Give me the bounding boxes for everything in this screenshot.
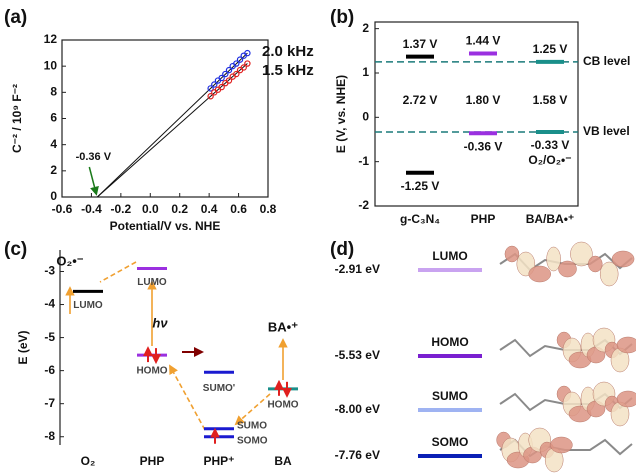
y-tick-label: -4 bbox=[44, 297, 55, 311]
y-tick-label: 0 bbox=[362, 109, 369, 123]
x-tick-label: -0.4 bbox=[81, 202, 102, 216]
legend-label: 1.5 kHz bbox=[262, 62, 314, 79]
level-label: 1.44 V bbox=[466, 34, 501, 48]
band-gap-label: 1.58 V bbox=[533, 93, 568, 107]
x-tick-label: 0.6 bbox=[230, 202, 247, 216]
y-tick-label: 10 bbox=[44, 58, 58, 72]
annotation: BA•⁺ bbox=[268, 319, 298, 334]
annotation: -0.36 V bbox=[76, 151, 112, 163]
category-label: O₂ bbox=[81, 454, 96, 468]
annotation: O₂/O₂•⁻ bbox=[528, 153, 571, 167]
orbital-label: LUMO bbox=[432, 249, 467, 263]
process-arrows bbox=[70, 262, 283, 430]
orbital-lobe bbox=[588, 256, 602, 272]
legend-label: 2.0 kHz bbox=[262, 43, 314, 60]
y-tick-label: -5 bbox=[44, 330, 55, 344]
x-tick-label: -0.2 bbox=[111, 202, 132, 216]
annotation-arrow bbox=[89, 167, 96, 194]
y-tick-label: -3 bbox=[44, 264, 55, 278]
x-tick-label: 0.8 bbox=[260, 202, 277, 216]
y-tick-label: -2 bbox=[358, 198, 369, 212]
orbital-lobe bbox=[612, 251, 634, 267]
orbital-lobe bbox=[617, 391, 636, 407]
level-label: LUMO bbox=[137, 277, 167, 288]
level-label: HOMO bbox=[136, 366, 167, 377]
annotation: O₂•⁻ bbox=[56, 253, 83, 268]
category-label: g-C₃N₄ bbox=[400, 212, 440, 226]
orbital-lobe bbox=[550, 437, 572, 453]
energy-label: -2.91 eV bbox=[335, 262, 380, 276]
band-gap-label: 2.72 V bbox=[403, 93, 438, 107]
level-label: -0.36 V bbox=[464, 139, 503, 153]
category-label: PHP bbox=[471, 212, 496, 226]
orbital-lobe bbox=[505, 246, 519, 262]
y-tick-label: 1 bbox=[362, 65, 369, 79]
y-tick-label: -8 bbox=[44, 429, 55, 443]
y-axis-label: E (eV) bbox=[16, 330, 30, 364]
fit-line bbox=[97, 53, 247, 197]
electron-transfer-arrow bbox=[100, 262, 136, 282]
x-tick-label: 0.2 bbox=[171, 202, 188, 216]
orbital-lobe bbox=[529, 266, 551, 282]
orbital-lobe bbox=[617, 337, 636, 353]
y-tick-label: 2 bbox=[50, 163, 57, 177]
panel-label: (d) bbox=[330, 239, 354, 260]
y-tick-label: 6 bbox=[50, 111, 57, 125]
band-gap-label: 1.80 V bbox=[466, 93, 501, 107]
annotation: hν bbox=[152, 315, 168, 330]
energy-label: -5.53 eV bbox=[335, 348, 380, 362]
y-tick-label: 2 bbox=[362, 21, 369, 35]
y-tick-label: -7 bbox=[44, 396, 55, 410]
reference-label: CB level bbox=[583, 54, 630, 68]
category-label: PHP⁺ bbox=[203, 454, 234, 468]
y-tick-label: 8 bbox=[50, 85, 57, 99]
reference-label: VB level bbox=[583, 124, 630, 138]
y-tick-label: -6 bbox=[44, 363, 55, 377]
orbital-label: SOMO bbox=[432, 435, 469, 449]
y-axis-label: C⁻² / 10⁹ F⁻² bbox=[10, 84, 24, 153]
y-axis-label: E (V, vs. NHE) bbox=[334, 75, 348, 153]
y-tick-label: 12 bbox=[44, 32, 58, 46]
panel-label: (a) bbox=[4, 7, 27, 28]
x-tick-label: 0.4 bbox=[201, 202, 218, 216]
category-label: PHP bbox=[140, 454, 165, 468]
y-tick-label: 0 bbox=[50, 189, 57, 203]
category-label: BA bbox=[274, 454, 292, 468]
page: {"chart_data": [ {"type": "line", "panel… bbox=[0, 0, 636, 475]
panel-label: (b) bbox=[330, 7, 354, 28]
level-label: SUMO bbox=[237, 420, 267, 431]
orbital-label: HOMO bbox=[431, 335, 468, 349]
level-label: -1.25 V bbox=[401, 179, 440, 193]
energy-label: -7.76 eV bbox=[335, 448, 380, 462]
level-label: SUMO' bbox=[203, 383, 235, 394]
category-label: BA/BA•⁺ bbox=[526, 212, 575, 226]
orbital-lobe bbox=[559, 261, 577, 277]
y-tick-label: 4 bbox=[50, 137, 57, 151]
level-label: SOMO bbox=[237, 435, 268, 446]
fit-line bbox=[97, 64, 247, 197]
electron-transfer-arrow bbox=[170, 366, 205, 430]
level-label: 1.37 V bbox=[403, 37, 438, 51]
figure: (a)-0.6-0.4-0.20.00.20.40.60.8024681012P… bbox=[0, 0, 636, 475]
level-label: 1.25 V bbox=[533, 42, 568, 56]
orbital-label: SUMO bbox=[432, 389, 468, 403]
energy-label: -8.00 eV bbox=[335, 402, 380, 416]
level-label: -0.33 V bbox=[531, 138, 570, 152]
x-axis-label: Potential/V vs. NHE bbox=[110, 219, 221, 233]
y-tick-label: -1 bbox=[358, 154, 369, 168]
level-label: HOMO bbox=[267, 399, 298, 410]
x-tick-label: 0.0 bbox=[142, 202, 159, 216]
panel-label: (c) bbox=[4, 239, 27, 260]
orbital-lobe bbox=[600, 262, 618, 286]
level-label: LUMO bbox=[73, 300, 103, 311]
x-tick-label: -0.6 bbox=[52, 202, 73, 216]
